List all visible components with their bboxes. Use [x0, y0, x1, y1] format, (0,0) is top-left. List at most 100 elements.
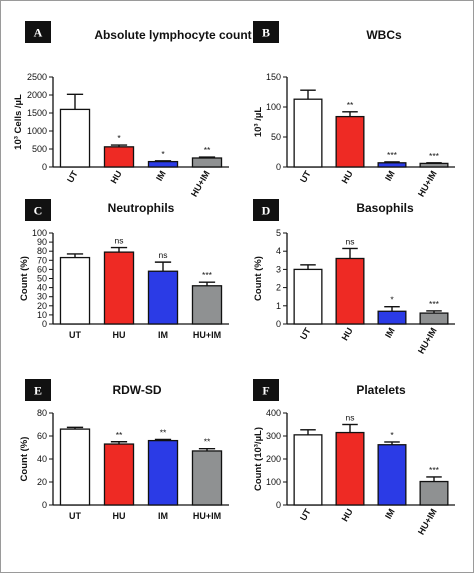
x-tick-label: UT	[298, 507, 313, 523]
y-tick-label: 1	[276, 301, 281, 311]
y-tick-label: 70	[37, 255, 47, 265]
panel-letter-box	[253, 199, 279, 221]
x-tick-label: HU	[340, 169, 355, 185]
panel-letter: E	[34, 384, 42, 398]
x-tick-label: HU	[113, 511, 126, 521]
bar-hu-im	[419, 312, 449, 325]
bar-im	[147, 160, 179, 168]
y-tick-label: 50	[271, 132, 281, 142]
y-tick-label: 500	[32, 144, 47, 154]
significance-label: ***	[429, 151, 440, 161]
y-tick-label: 2500	[27, 72, 47, 82]
y-tick-label: 20	[37, 477, 47, 487]
x-tick-label: UT	[298, 326, 313, 342]
bar-hu	[335, 115, 365, 168]
x-tick-label: HU+IM	[416, 169, 439, 198]
bar-im	[147, 270, 179, 325]
panel-letter-box	[253, 21, 279, 43]
x-tick-label: HU	[340, 507, 355, 523]
y-tick-label: 60	[37, 431, 47, 441]
x-tick-label: IM	[383, 507, 397, 521]
x-tick-label: HU	[109, 169, 124, 185]
significance-label: **	[347, 100, 354, 110]
significance-label: **	[160, 427, 167, 437]
panel-b: B WBCs 0 50 100 150 10³ /µL UT ** HU *** IM *** HU+IM	[253, 21, 455, 198]
y-tick-label: 0	[42, 500, 47, 510]
x-tick-label: IM	[383, 169, 397, 183]
y-tick-label: 200	[266, 454, 281, 464]
bar-ut	[59, 108, 91, 168]
x-tick-label: IM	[383, 326, 397, 340]
bar-hu-im	[419, 162, 449, 168]
panel-a: A Absolute lymphocyte count 0 500 1000 1500 20…	[13, 21, 252, 198]
y-tick-label: 0	[42, 162, 47, 172]
y-tick-label: 150	[266, 72, 281, 82]
panel-letter-box	[25, 21, 51, 43]
y-axis-label: Count (%)	[19, 256, 30, 301]
significance-label: *	[117, 133, 121, 143]
x-tick-label: UT	[69, 511, 81, 521]
x-tick-label: HU+IM	[416, 507, 439, 536]
y-tick-label: 5	[276, 228, 281, 238]
bar-hu-im	[191, 285, 223, 325]
bar-im	[377, 310, 407, 325]
x-tick-label: HU+IM	[193, 511, 221, 521]
significance-label: *	[390, 295, 394, 305]
panel-letter-box	[25, 199, 51, 221]
significance-label: **	[204, 437, 211, 447]
significance-label: ns	[346, 236, 355, 246]
y-tick-label: 4	[276, 246, 281, 256]
y-tick-label: 60	[37, 264, 47, 274]
bar-im	[377, 444, 407, 506]
x-tick-label: UT	[65, 169, 80, 185]
y-tick-label: 40	[37, 283, 47, 293]
x-tick-label: HU	[113, 330, 126, 340]
x-tick-label: IM	[158, 511, 168, 521]
significance-label: ***	[429, 299, 440, 309]
panel-letter: A	[34, 26, 43, 40]
panel-letter: F	[262, 384, 269, 398]
panel-e: E RDW-SD 0 20 40 60 80 Count (%) UT ** HU ** IM ** HU+…	[19, 379, 229, 521]
panel-letter: D	[262, 204, 271, 218]
y-tick-label: 400	[266, 408, 281, 418]
y-tick-label: 1500	[27, 108, 47, 118]
panel-letter: C	[34, 204, 43, 218]
significance-label: ***	[387, 150, 398, 160]
x-tick-label: UT	[298, 169, 313, 185]
y-axis-label: 10³ /µL	[253, 107, 264, 137]
y-tick-label: 80	[37, 246, 47, 256]
bar-ut	[293, 98, 323, 168]
significance-label: **	[116, 430, 123, 440]
y-tick-label: 50	[37, 274, 47, 284]
panel-title: Neutrophils	[108, 201, 175, 215]
panel-d: D Basophils 0 1 2 3 4 5 Count (%) UT ns HU * IM *** HU+…	[253, 199, 455, 355]
significance-label: ***	[429, 465, 440, 475]
bar-hu-im	[419, 480, 449, 506]
bar-ut	[293, 434, 323, 506]
bar-hu	[103, 146, 135, 168]
panel-title: WBCs	[366, 28, 402, 42]
y-axis-label: 10³ Cells /µL	[13, 94, 24, 150]
y-tick-label: 80	[37, 408, 47, 418]
y-tick-label: 300	[266, 431, 281, 441]
y-tick-label: 100	[266, 477, 281, 487]
y-tick-label: 90	[37, 237, 47, 247]
bar-im	[377, 162, 407, 168]
y-tick-label: 1000	[27, 126, 47, 136]
panel-letter-box	[253, 379, 279, 401]
bar-ut	[293, 268, 323, 325]
y-tick-label: 40	[37, 454, 47, 464]
y-tick-label: 2	[276, 283, 281, 293]
y-tick-label: 0	[276, 500, 281, 510]
significance-label: ns	[346, 413, 355, 423]
panel-letter-box	[25, 379, 51, 401]
significance-label: *	[390, 430, 394, 440]
bar-hu	[335, 257, 365, 325]
x-tick-label: UT	[69, 330, 81, 340]
y-axis-label: Count (%)	[19, 437, 30, 482]
bar-hu	[335, 431, 365, 506]
y-tick-label: 0	[42, 319, 47, 329]
x-tick-label: HU+IM	[193, 330, 221, 340]
